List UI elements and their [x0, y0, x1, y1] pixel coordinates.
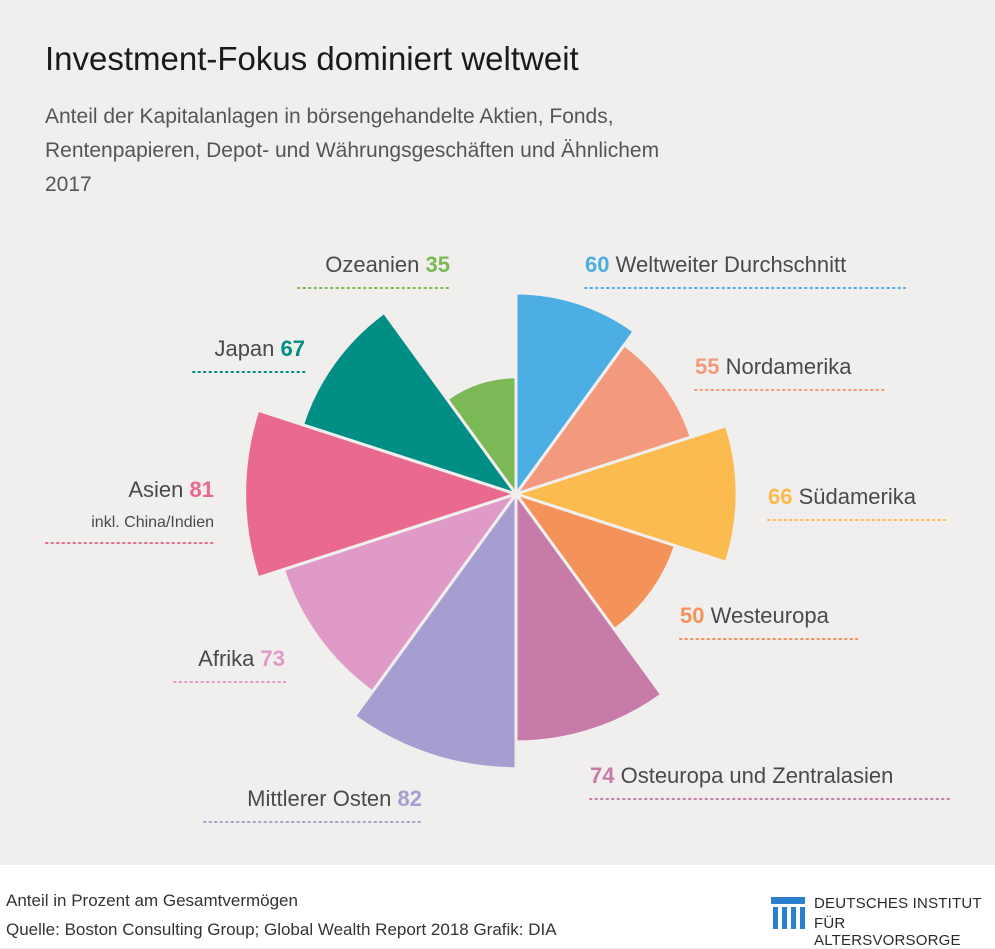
value-label: 81	[190, 477, 214, 502]
category-label: Westeuropa	[704, 603, 829, 628]
value-label: 60	[585, 252, 609, 277]
label-nordamerika: 55 Nordamerika	[695, 354, 852, 379]
logo-line-2: FÜR ALTERSVORSORGE	[814, 915, 961, 949]
wedge-mittlerer-osten	[353, 492, 518, 771]
label-westeuropa: 50 Westeuropa	[680, 603, 830, 628]
category-label: Osteuropa und Zentralasien	[614, 763, 893, 788]
category-label: Ozeanien	[325, 252, 425, 277]
unit-note: Anteil in Prozent am Gesamtvermögen	[6, 891, 298, 910]
wedge-weltweiter-durchschnitt	[514, 291, 636, 496]
label-japan: Japan 67	[214, 336, 305, 361]
source-note: Quelle: Boston Consulting Group; Global …	[6, 920, 557, 939]
label-ozeanien: Ozeanien 35	[325, 252, 450, 277]
wedge-ozeanien	[445, 375, 518, 496]
label-osteuropa-und-zentralasien: 74 Osteuropa und Zentralasien	[590, 763, 893, 788]
wedge-osteuropa-und-zentralasien	[514, 492, 664, 744]
category-label: Mittlerer Osten	[247, 786, 397, 811]
institute-logo-icon	[771, 897, 805, 929]
wedge-nordamerika	[514, 343, 693, 496]
value-label: 67	[281, 336, 305, 361]
value-label: 35	[426, 252, 450, 277]
subtitle-line: 2017	[45, 173, 92, 196]
wedge-afrika	[281, 492, 518, 694]
value-label: 55	[695, 354, 719, 379]
category-sublabel: inkl. China/Indien	[91, 514, 214, 531]
dia-logo: DEUTSCHES INSTITUT FÜR ALTERSVORSORGE	[770, 893, 990, 949]
wedge-westeuropa	[514, 492, 677, 632]
category-label: Asien	[128, 477, 189, 502]
label-afrika: Afrika 73	[198, 646, 285, 671]
label-südamerika: 66 Südamerika	[768, 484, 917, 509]
category-label: Japan	[214, 336, 280, 361]
category-label: Südamerika	[792, 484, 916, 509]
wedge-asien	[243, 408, 518, 580]
value-label: 50	[680, 603, 704, 628]
chart-subtitle: Anteil der Kapitalanlagen in börsengehan…	[45, 100, 825, 202]
value-label: 73	[261, 646, 285, 671]
category-label: Afrika	[198, 646, 260, 671]
category-label: Nordamerika	[719, 354, 852, 379]
label-asien: Asien 81	[128, 477, 214, 502]
label-weltweiter-durchschnitt: 60 Weltweiter Durchschnitt	[585, 252, 846, 277]
wedge-südamerika	[514, 424, 739, 564]
value-label: 74	[590, 763, 615, 788]
label-mittlerer-osten: Mittlerer Osten 82	[247, 786, 422, 811]
subtitle-line: Anteil der Kapitalanlagen in börsengehan…	[45, 105, 614, 128]
footer-band	[0, 865, 995, 948]
polar-area-chart: 60 Weltweiter Durchschnitt 55 Nordamerika…	[45, 252, 953, 823]
chart-title: Investment-Fokus dominiert weltweit	[45, 40, 579, 77]
value-label: 66	[768, 484, 792, 509]
subtitle-line: Rentenpapieren, Depot- und Währungsgesch…	[45, 139, 660, 162]
value-label: 82	[398, 786, 422, 811]
wedge-japan	[301, 310, 518, 496]
category-label: Weltweiter Durchschnitt	[609, 252, 846, 277]
logo-line-1: DEUTSCHES INSTITUT	[814, 895, 982, 912]
